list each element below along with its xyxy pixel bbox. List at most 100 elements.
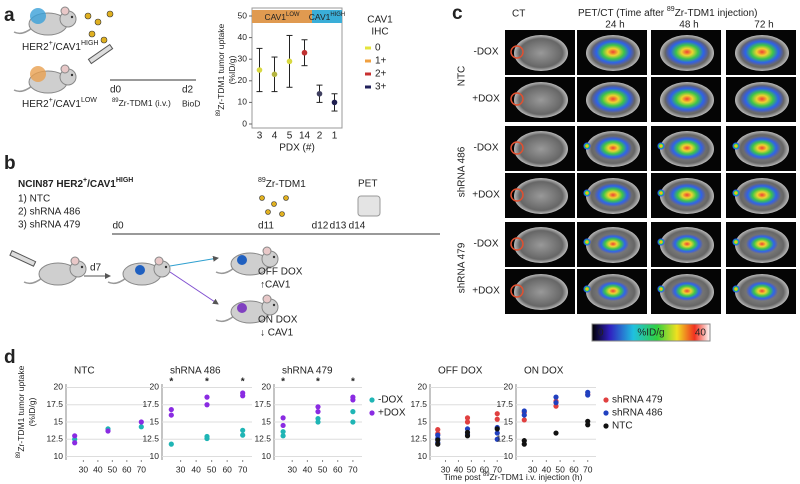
pet-signal — [597, 281, 629, 301]
group-label: shRNA 479 — [457, 242, 468, 293]
superscript: + — [83, 177, 87, 184]
x-tick-label: 40 — [93, 464, 103, 474]
y-axis-label: (%ID/g) — [227, 55, 237, 84]
x-tick-label: 50 — [318, 464, 328, 474]
text-run: (%ID/g) — [227, 55, 237, 84]
significance-marker: * — [281, 377, 285, 388]
significance-marker: * — [241, 377, 245, 388]
row-label: -DOX — [474, 47, 499, 58]
tumor-icon — [30, 66, 46, 82]
tumor-outline — [510, 284, 524, 298]
panel-label: c — [452, 3, 463, 24]
y-tick-label: 20 — [262, 382, 272, 392]
superscript: HIGH — [330, 12, 345, 18]
y-tick-label: 15 — [262, 416, 272, 426]
pet-hotspot — [732, 238, 740, 246]
tumor-icon — [237, 255, 247, 265]
point — [494, 436, 500, 442]
superscript: 89 — [216, 109, 222, 116]
point — [168, 406, 174, 413]
legend-label: +DOX — [378, 408, 406, 419]
x-tick-label: 50 — [467, 464, 477, 474]
superscript: 89 — [667, 6, 675, 13]
point — [316, 90, 323, 97]
scan-body — [514, 178, 568, 214]
significance-marker: * — [316, 377, 320, 388]
x-tick-label: 50 — [207, 464, 217, 474]
text-run: HER2 — [22, 42, 49, 53]
point — [494, 416, 500, 422]
y-axis-label: 89Zr-TDM1 tumor uptake — [216, 23, 227, 116]
point — [280, 415, 286, 421]
y-tick-label: 15 — [150, 416, 160, 426]
antibody-icons — [84, 10, 114, 44]
pet-hotspot — [583, 285, 591, 293]
text-run: NCIN87 HER2 — [18, 179, 83, 190]
legend-swatch — [603, 410, 609, 416]
y-tick-label: 10 — [238, 97, 248, 107]
pet-signal — [597, 234, 629, 254]
panel-label: a — [4, 5, 15, 26]
x-tick-label: 60 — [122, 464, 132, 474]
colorbar-tick-label: 40 — [695, 328, 707, 339]
point — [350, 394, 356, 400]
group-header — [312, 10, 342, 23]
condition: 3) shRNA 479 — [18, 220, 81, 231]
scan-body — [514, 227, 568, 263]
panel-label: d — [4, 347, 16, 368]
scan-body — [514, 131, 568, 167]
timeline-day: d7 — [90, 263, 102, 274]
row-label: +DOX — [472, 190, 500, 201]
text-run: Zr-TDM1 (i.v.) — [119, 98, 171, 108]
x-tick-label: 1 — [332, 131, 338, 142]
tumor-outline — [510, 92, 524, 106]
point — [72, 440, 78, 446]
x-tick-label: 2 — [317, 131, 323, 142]
y-tick-label: 12.5 — [254, 434, 271, 444]
group-label: shRNA 486 — [457, 146, 468, 197]
legend-title: IHC — [371, 27, 388, 38]
tumor-icon — [30, 8, 46, 24]
panel-title: NCIN87 HER2+/CAV1HIGH — [18, 177, 133, 190]
point — [315, 415, 321, 422]
y-tick-label: 17.5 — [254, 399, 271, 409]
point — [464, 429, 471, 435]
point — [280, 429, 286, 435]
tumor-icon — [135, 265, 145, 275]
point — [521, 417, 527, 423]
significance-marker: * — [205, 377, 209, 388]
x-tick-label: 70 — [493, 464, 503, 474]
mouse-illustration — [13, 64, 77, 94]
arm-label: OFF DOX — [258, 267, 303, 278]
legend-label: 0 — [375, 43, 381, 54]
pet-hotspot — [732, 142, 740, 150]
point — [286, 58, 293, 65]
y-tick-label: 17.5 — [142, 399, 159, 409]
superscript: 89 — [258, 177, 266, 184]
text-run: HER2 — [22, 99, 49, 110]
point — [435, 441, 441, 447]
tumor-outline — [510, 141, 524, 155]
pet-hotspot — [732, 285, 740, 293]
legend-label: -DOX — [378, 395, 403, 406]
pet-signal — [591, 85, 635, 113]
timeline-readout: PET — [358, 179, 377, 190]
x-tick-label: 40 — [303, 464, 313, 474]
text-run: /CAV1 — [53, 99, 82, 110]
x-tick-label: 70 — [583, 464, 593, 474]
y-tick-label: 12.5 — [46, 434, 63, 444]
x-tick-label: 60 — [222, 464, 232, 474]
timeline-day: d12 — [312, 221, 329, 232]
point — [435, 427, 441, 433]
legend-title: CAV1 — [367, 15, 393, 26]
group-label: HER2+/CAV1HIGH — [22, 40, 98, 53]
point — [168, 441, 174, 447]
superscript: 89 — [16, 451, 22, 458]
point — [585, 418, 591, 424]
antibody-icons — [259, 195, 289, 217]
time-label: 24 h — [605, 20, 624, 31]
time-label: 48 h — [679, 20, 698, 31]
time-label: 72 h — [754, 20, 773, 31]
timeline-day: d14 — [349, 221, 366, 232]
